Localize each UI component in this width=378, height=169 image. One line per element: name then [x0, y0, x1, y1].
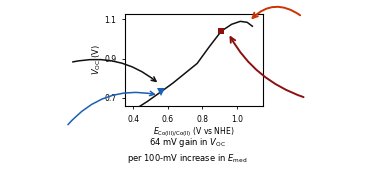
Text: 64 mV gain in $V_{\mathrm{OC}}$: 64 mV gain in $V_{\mathrm{OC}}$	[149, 136, 226, 149]
Y-axis label: $V_{\mathrm{OC}}$ (V): $V_{\mathrm{OC}}$ (V)	[90, 45, 103, 75]
X-axis label: $E_{\mathrm{Co(III)/Co(II)}}$ (V vs NHE): $E_{\mathrm{Co(III)/Co(II)}}$ (V vs NHE)	[153, 125, 234, 139]
Text: per 100-mV increase in $E_{\mathrm{med}}$: per 100-mV increase in $E_{\mathrm{med}}…	[127, 152, 247, 164]
